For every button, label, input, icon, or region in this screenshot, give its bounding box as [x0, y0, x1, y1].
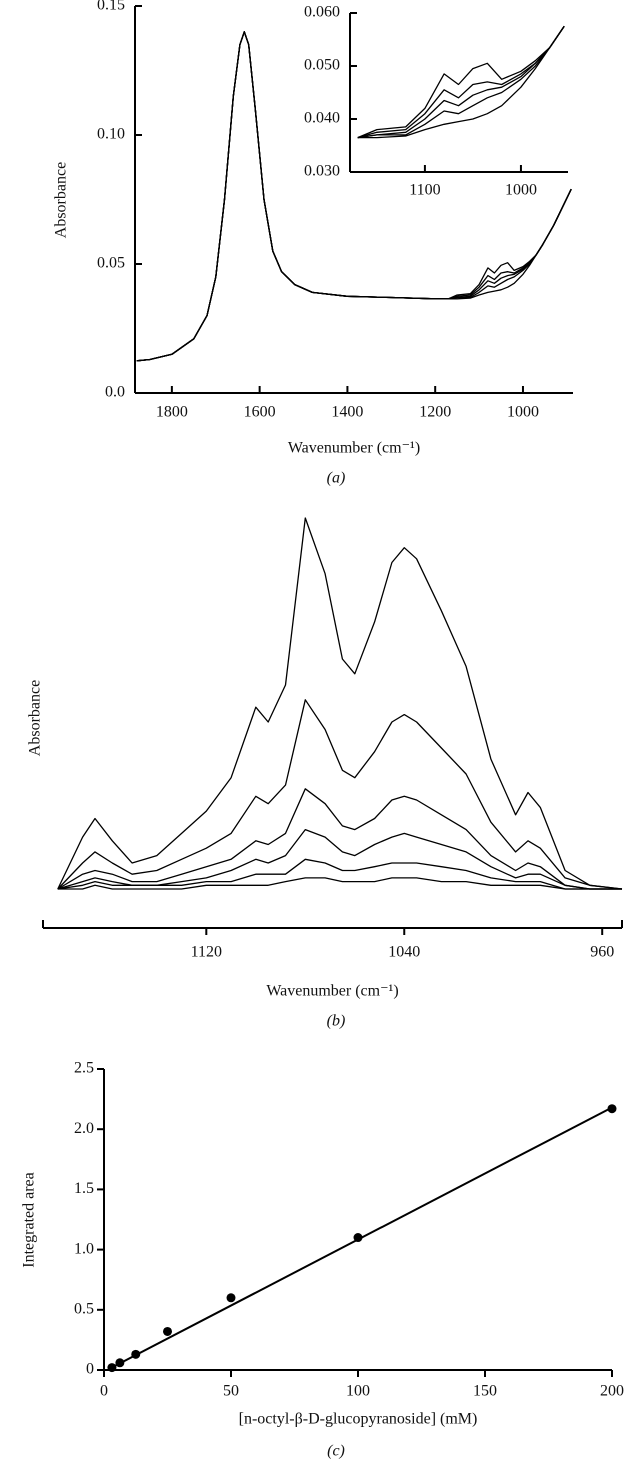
spectrum-line: [57, 517, 623, 890]
data-point: [353, 1233, 363, 1243]
panel-caption: (c): [327, 1443, 345, 1460]
x-tick-label: 1600: [244, 404, 276, 421]
spectrum-line: [357, 25, 565, 139]
data-point: [115, 1358, 125, 1368]
x-tick-label: 1200: [419, 404, 451, 421]
x-tick-label: 50: [223, 1383, 239, 1400]
y-axis-label: Integrated area: [21, 1172, 38, 1267]
y-tick-label: 0.030: [304, 163, 340, 180]
spectrum-line: [136, 31, 572, 362]
y-tick-label: 0.050: [304, 57, 340, 74]
spectrum-line: [357, 25, 565, 139]
x-tick-label: 1120: [191, 944, 222, 961]
data-point: [226, 1293, 236, 1303]
spectrum-line: [57, 877, 622, 890]
x-tick-label: 150: [473, 1383, 497, 1400]
y-axis-label: Absorbance: [27, 680, 44, 756]
x-tick-label: 100: [346, 1383, 370, 1400]
y-tick-label: 2.5: [74, 1060, 94, 1077]
y-tick-label: 0.05: [97, 255, 125, 272]
y-tick-label: 1.5: [74, 1180, 94, 1197]
y-tick-label: 0.060: [304, 4, 340, 21]
y-tick-label: 0.15: [97, 0, 125, 14]
y-tick-label: 2.0: [74, 1120, 94, 1137]
data-point: [163, 1326, 172, 1336]
x-axis-label: [n-octyl-β-D-glucopyranoside] (mM): [239, 1411, 478, 1428]
x-tick-label: 0: [100, 1383, 108, 1400]
x-tick-label: 1100: [409, 182, 440, 199]
data-point: [107, 1363, 117, 1373]
y-tick-label: 0.10: [97, 126, 125, 143]
y-tick-label: 0.5: [74, 1300, 94, 1317]
panel-caption: (b): [327, 1013, 346, 1030]
x-tick-label: 1000: [507, 404, 539, 421]
panel-caption: (a): [327, 470, 346, 487]
y-tick-label: 0: [86, 1361, 94, 1378]
y-tick-label: 1.0: [74, 1240, 94, 1257]
spectrum-line: [57, 788, 622, 890]
spectrum-line: [357, 25, 565, 139]
spectrum-line: [57, 699, 623, 890]
x-axis-label: Wavenumber (cm⁻¹): [288, 440, 420, 457]
x-tick-label: 1040: [388, 944, 420, 961]
x-tick-label: 1800: [156, 404, 188, 421]
x-tick-label: 200: [600, 1383, 624, 1400]
x-tick-label: 1400: [331, 404, 363, 421]
x-tick-label: 1000: [505, 182, 537, 199]
data-point: [131, 1349, 141, 1359]
y-tick-label: 0.040: [304, 110, 340, 127]
y-axis-label: Absorbance: [53, 162, 70, 238]
data-point: [607, 1104, 617, 1114]
x-tick-label: 960: [590, 944, 614, 961]
spectrum-line: [57, 858, 622, 890]
spectrum-line: [357, 25, 565, 139]
x-axis-label: Wavenumber (cm⁻¹): [266, 983, 398, 1000]
y-tick-label: 0.0: [105, 384, 125, 401]
